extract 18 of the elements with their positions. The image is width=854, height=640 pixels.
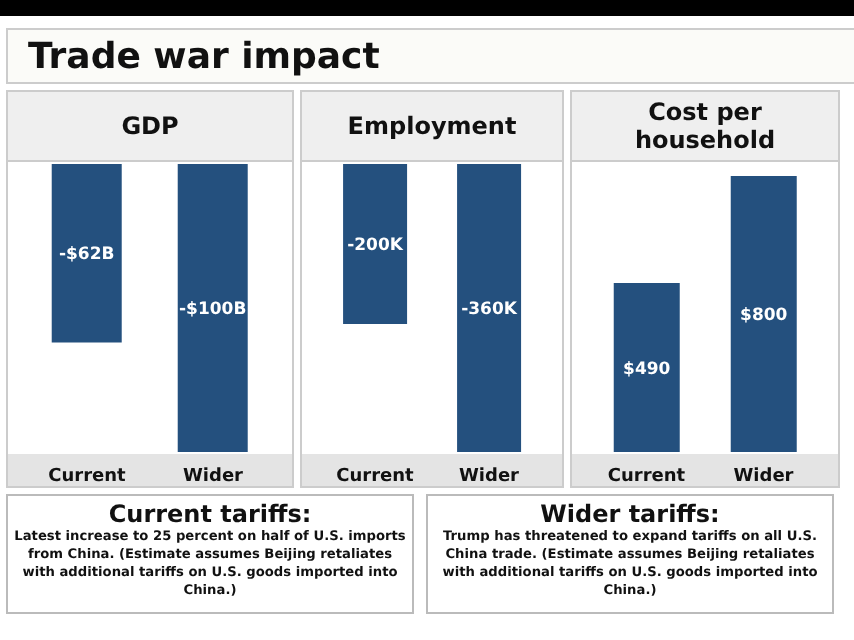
x-tick-label: Current — [336, 466, 416, 487]
text: Current tariffs: — [106, 500, 314, 528]
x-tick-label: Current — [48, 466, 128, 487]
data-label: -200K — [347, 236, 404, 257]
data-label: -$100B — [179, 300, 247, 321]
x-tick-label: Wider — [183, 466, 245, 487]
text: Trade war impact — [6, 28, 854, 84]
data-label: -360K — [461, 300, 518, 321]
text: Wider tariffs: — [538, 500, 722, 528]
x-tick-label: Current — [607, 466, 687, 487]
data-label: $800 — [740, 306, 788, 327]
chart-title: Cost per household — [572, 92, 838, 162]
chart-title: Employment — [302, 92, 562, 162]
chart-title: GDP — [8, 92, 292, 162]
data-label: $490 — [623, 359, 671, 380]
data-label: -$62B — [58, 245, 115, 266]
x-tick-label: Wider — [459, 466, 521, 487]
x-tick-label: Wider — [733, 466, 795, 487]
